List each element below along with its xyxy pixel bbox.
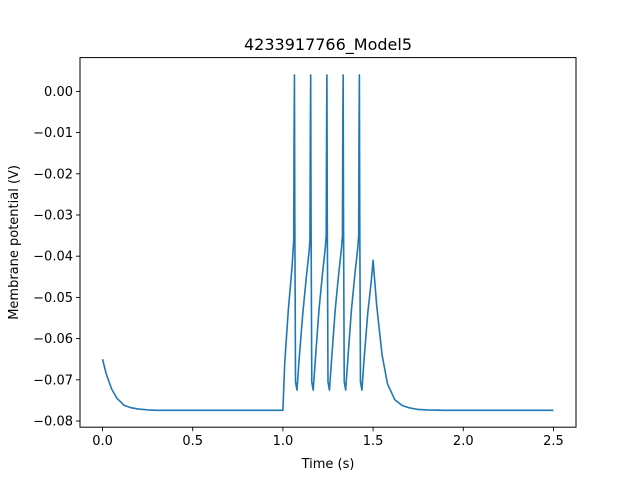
- chart-title: 4233917766_Model5: [244, 35, 412, 55]
- x-axis-label: Time (s): [301, 457, 355, 472]
- y-tick-label: −0.06: [33, 332, 73, 347]
- x-tick-label: 2.5: [543, 434, 564, 449]
- y-tick-label: −0.01: [33, 126, 73, 141]
- axes-frame: [79, 57, 577, 428]
- y-tick-label: −0.07: [33, 373, 73, 388]
- y-tick-label: −0.02: [33, 167, 73, 182]
- x-tick-label: 2.0: [453, 434, 474, 449]
- x-tick-label: 0.0: [92, 434, 113, 449]
- y-tick-label: −0.08: [33, 415, 73, 430]
- y-tick-label: −0.04: [33, 250, 73, 265]
- y-tick-label: 0.00: [44, 85, 73, 100]
- plot-area: [101, 74, 554, 412]
- x-axis-ticks: 0.0 0.5 1.0 1.5 2.0 2.5: [92, 427, 564, 449]
- x-tick-label: 1.0: [273, 434, 294, 449]
- y-tick-label: −0.05: [33, 291, 73, 306]
- y-axis-label: Membrane potential (V): [7, 165, 22, 320]
- y-axis-ticks: 0.00 −0.01 −0.02 −0.03 −0.04 −0.05 −0.06 −0.07 −…: [33, 85, 80, 430]
- x-tick-label: 1.5: [363, 434, 384, 449]
- series-line-0: [101, 74, 554, 412]
- y-tick-label: −0.03: [33, 208, 73, 223]
- x-tick-label: 0.5: [182, 434, 203, 449]
